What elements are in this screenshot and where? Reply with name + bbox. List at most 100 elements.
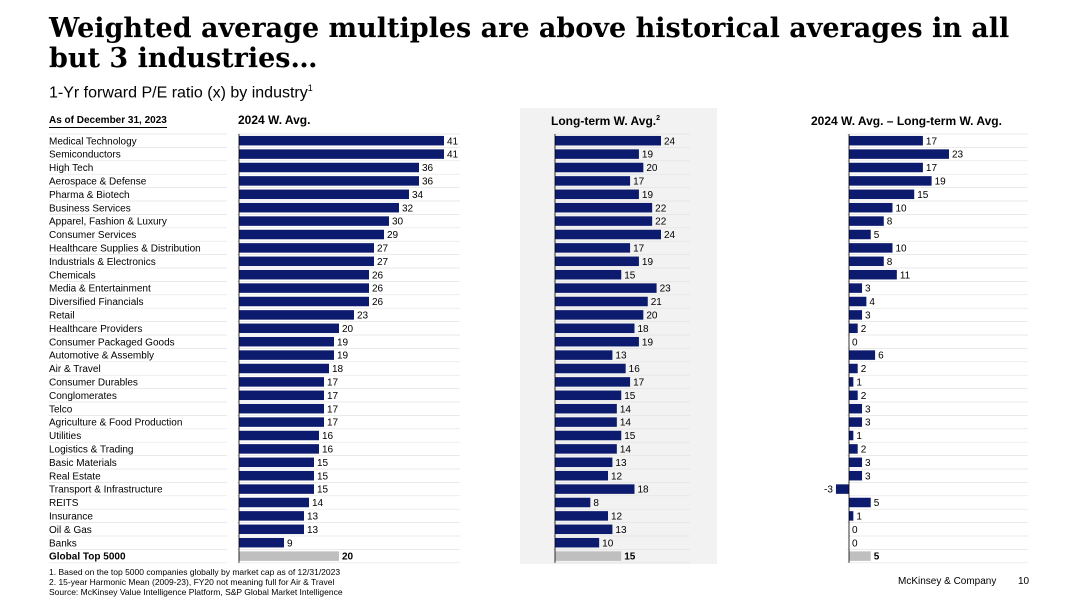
value-label-col1-chemicals: 26 xyxy=(372,270,384,281)
category-label-transport-and-infrastructure: Transport & Infrastructure xyxy=(49,485,163,496)
bar-col2-telco xyxy=(555,403,617,414)
value-label-col2-healthcare-supplies-and-distribution: 17 xyxy=(633,244,645,255)
value-label-col3-retail: 3 xyxy=(865,311,871,322)
bar-col3-apparel-fashion-and-luxury xyxy=(849,216,884,226)
page-title: Weighted average multiples are above his… xyxy=(49,13,1010,74)
bar-col1-chemicals xyxy=(239,269,369,280)
value-label-col2-consumer-packaged-goods: 19 xyxy=(642,337,654,348)
column-header-2024: 2024 W. Avg. xyxy=(238,113,311,127)
bar-col1-consumer-packaged-goods xyxy=(239,336,334,347)
bar-col2-air-and-travel xyxy=(555,363,626,374)
bar-col2-healthcare-providers xyxy=(555,323,635,334)
bar-col1-retail xyxy=(239,310,354,320)
value-label-col1-retail: 23 xyxy=(357,311,369,322)
bar-col3-logistics-and-trading xyxy=(849,444,858,454)
bar-col3-media-and-entertainment xyxy=(849,283,863,293)
value-label-col1-oil-and-gas: 13 xyxy=(307,525,319,536)
value-label-col2-business-services: 22 xyxy=(655,203,667,214)
value-label-col2-media-and-entertainment: 23 xyxy=(660,284,672,295)
value-label-col1-healthcare-providers: 20 xyxy=(342,324,354,335)
bar-col1-air-and-travel xyxy=(239,363,329,374)
bar-col1-transport-and-infrastructure xyxy=(239,484,314,494)
value-label-col1-industrials-and-electronics: 27 xyxy=(377,257,389,268)
bar-col1-logistics-and-trading xyxy=(239,444,319,454)
value-label-col1-media-and-entertainment: 26 xyxy=(372,284,384,295)
value-label-col2-banks: 10 xyxy=(602,538,614,549)
value-label-col2-aerospace-and-defense: 17 xyxy=(633,177,645,188)
value-label-col3-media-and-entertainment: 3 xyxy=(865,284,871,295)
category-label-chemicals: Chemicals xyxy=(49,270,96,281)
bar-col1-aerospace-and-defense xyxy=(239,176,419,186)
bar-col2-logistics-and-trading xyxy=(555,444,617,454)
total-value-col1: 20 xyxy=(342,552,354,563)
bar-col2-insurance xyxy=(555,511,608,521)
source-note: Source: McKinsey Value Intelligence Plat… xyxy=(49,587,343,597)
category-label-basic-materials: Basic Materials xyxy=(49,458,117,469)
bar-col3-air-and-travel xyxy=(849,363,858,374)
bar-col2-healthcare-supplies-and-distribution xyxy=(555,243,631,253)
value-label-col2-high-tech: 20 xyxy=(646,163,658,174)
value-label-col3-industrials-and-electronics: 8 xyxy=(887,257,893,268)
value-label-col2-transport-and-infrastructure: 18 xyxy=(638,485,650,496)
footnote-2: 2. 15-year Harmonic Mean (2009-23), FY20… xyxy=(49,577,335,587)
category-label-logistics-and-trading: Logistics & Trading xyxy=(49,445,134,456)
bar-col2-consumer-services xyxy=(555,229,661,240)
category-label-retail: Retail xyxy=(49,311,75,322)
value-label-col2-pharma-and-biotech: 19 xyxy=(642,190,654,201)
value-label-col1-consumer-services: 29 xyxy=(387,230,399,241)
value-label-col3-pharma-and-biotech: 15 xyxy=(917,190,929,201)
bar-col1-banks xyxy=(239,537,284,548)
bar-col3-utilities xyxy=(849,430,854,441)
category-label-high-tech: High Tech xyxy=(49,163,93,174)
bar-col3-chemicals xyxy=(849,269,897,280)
bar-col2-basic-materials xyxy=(555,457,613,468)
bar-col1-reits xyxy=(239,497,309,508)
bar-col2-medical-technology xyxy=(555,135,661,146)
value-label-col1-utilities: 16 xyxy=(322,431,334,442)
bar-col3-healthcare-providers xyxy=(849,323,858,334)
category-label-telco: Telco xyxy=(49,404,73,415)
bar-col3-reits xyxy=(849,497,871,508)
value-label-col1-pharma-and-biotech: 34 xyxy=(412,190,424,201)
value-label-col2-automotive-and-assembly: 13 xyxy=(615,351,627,362)
bar-col3-conglomerates xyxy=(849,390,858,401)
bar-col1-agriculture-and-food-production xyxy=(239,417,324,427)
value-label-col1-apparel-fashion-and-luxury: 30 xyxy=(392,217,404,228)
value-label-col2-healthcare-providers: 18 xyxy=(638,324,650,335)
value-label-col3-consumer-services: 5 xyxy=(874,230,880,241)
value-label-col3-aerospace-and-defense: 19 xyxy=(935,177,947,188)
bar-col1-business-services xyxy=(239,202,399,213)
value-label-col3-diversified-financials: 4 xyxy=(869,297,875,308)
bar-col3-medical-technology xyxy=(849,135,923,146)
bar-col1-automotive-and-assembly xyxy=(239,350,334,360)
value-label-col3-medical-technology: 17 xyxy=(926,136,938,147)
value-label-col1-real-estate: 15 xyxy=(317,471,329,482)
bar-col2-consumer-durables xyxy=(555,377,631,387)
bar-col2-pharma-and-biotech xyxy=(555,189,639,200)
total-bar-col3 xyxy=(849,551,871,561)
value-label-col2-insurance: 12 xyxy=(611,512,623,523)
column-header-long-term-text: Long-term W. Avg. xyxy=(551,114,657,128)
value-label-col3-reits: 5 xyxy=(874,498,880,509)
value-label-col3-apparel-fashion-and-luxury: 8 xyxy=(887,217,893,228)
category-label-healthcare-supplies-and-distribution: Healthcare Supplies & Distribution xyxy=(49,244,201,255)
category-label-consumer-packaged-goods: Consumer Packaged Goods xyxy=(49,337,175,348)
category-label-insurance: Insurance xyxy=(49,512,93,523)
bar-col3-insurance xyxy=(849,511,854,521)
value-label-col1-consumer-packaged-goods: 19 xyxy=(337,337,349,348)
value-label-col1-banks: 9 xyxy=(287,538,293,549)
bar-col1-consumer-services xyxy=(239,229,384,240)
bar-col1-media-and-entertainment xyxy=(239,283,369,293)
bar-col1-utilities xyxy=(239,430,319,441)
bar-col3-retail xyxy=(849,310,863,320)
bar-col2-conglomerates xyxy=(555,390,622,401)
category-label-real-estate: Real Estate xyxy=(49,471,101,482)
value-label-col3-agriculture-and-food-production: 3 xyxy=(865,418,871,429)
bar-col1-semiconductors xyxy=(239,149,444,159)
category-label-consumer-durables: Consumer Durables xyxy=(49,378,138,389)
bar-col1-industrials-and-electronics xyxy=(239,256,374,267)
bar-col3-aerospace-and-defense xyxy=(849,176,932,186)
value-label-col3-healthcare-supplies-and-distribution: 10 xyxy=(895,244,907,255)
category-label-consumer-services: Consumer Services xyxy=(49,230,136,241)
subtitle-footnote-mark: 1 xyxy=(307,83,313,93)
